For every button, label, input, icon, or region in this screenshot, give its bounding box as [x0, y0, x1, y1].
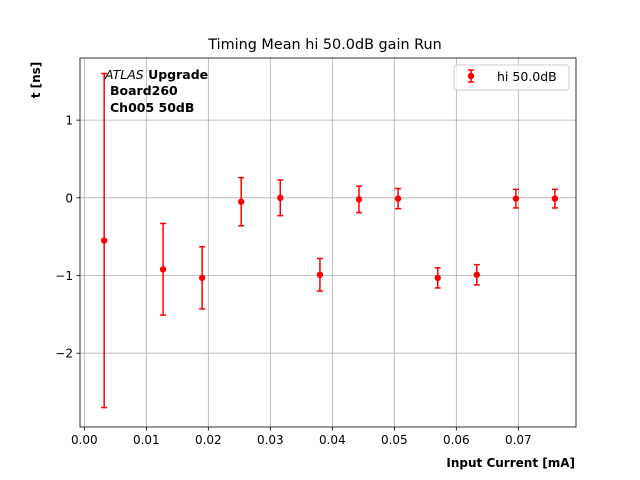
annotation-atlas: ATLAS [104, 67, 144, 82]
data-point [551, 195, 559, 202]
x-tick-label: 0.06 [443, 433, 470, 447]
x-tick-label: 0.04 [319, 433, 346, 447]
y-tick-label: −2 [55, 347, 73, 361]
data-point [100, 237, 108, 244]
data-point [277, 194, 284, 202]
plot-frame [79, 57, 577, 428]
annotation-channel: Ch005 50dB [110, 100, 194, 115]
x-axis-ticks: 0.00 0.01 0.02 0.03 0.04 0.05 0.06 0.07 [71, 427, 532, 447]
x-axis-label: Input Current [mA] [446, 456, 575, 470]
y-axis-label: t [ns] [29, 62, 43, 99]
legend: hi 50.0dB [453, 64, 570, 91]
annotation: ATLAS Upgrade Board260 Ch005 50dB [104, 67, 208, 115]
data-point [159, 266, 167, 273]
x-tick-label: 0.02 [195, 433, 222, 447]
x-tick-label: 0.03 [257, 433, 284, 447]
data-points [100, 194, 559, 282]
data-point [238, 198, 245, 205]
data-point [512, 195, 520, 202]
data-point [316, 271, 324, 278]
y-tick-label: 0 [65, 191, 73, 205]
chart-title: Timing Mean hi 50.0dB gain Run [207, 37, 442, 53]
legend-marker [467, 72, 475, 80]
annotation-line-1: ATLAS Upgrade [104, 67, 208, 82]
x-tick-label: 0.00 [71, 433, 98, 447]
y-tick-label: −1 [55, 269, 73, 283]
data-point [473, 271, 480, 278]
legend-box [453, 64, 570, 91]
y-axis-ticks: −2 −1 0 1 [55, 114, 80, 361]
data-point [434, 274, 441, 282]
data-point [355, 196, 363, 203]
grid [80, 58, 576, 427]
y-tick-label: 1 [65, 114, 73, 128]
data-point [394, 195, 402, 202]
annotation-board: Board260 [110, 83, 178, 98]
legend-label: hi 50.0dB [497, 69, 557, 84]
annotation-upgrade: Upgrade [144, 67, 208, 82]
x-tick-label: 0.05 [381, 433, 408, 447]
x-tick-label: 0.07 [505, 433, 532, 447]
data-point [198, 274, 206, 282]
x-tick-label: 0.01 [133, 433, 160, 447]
